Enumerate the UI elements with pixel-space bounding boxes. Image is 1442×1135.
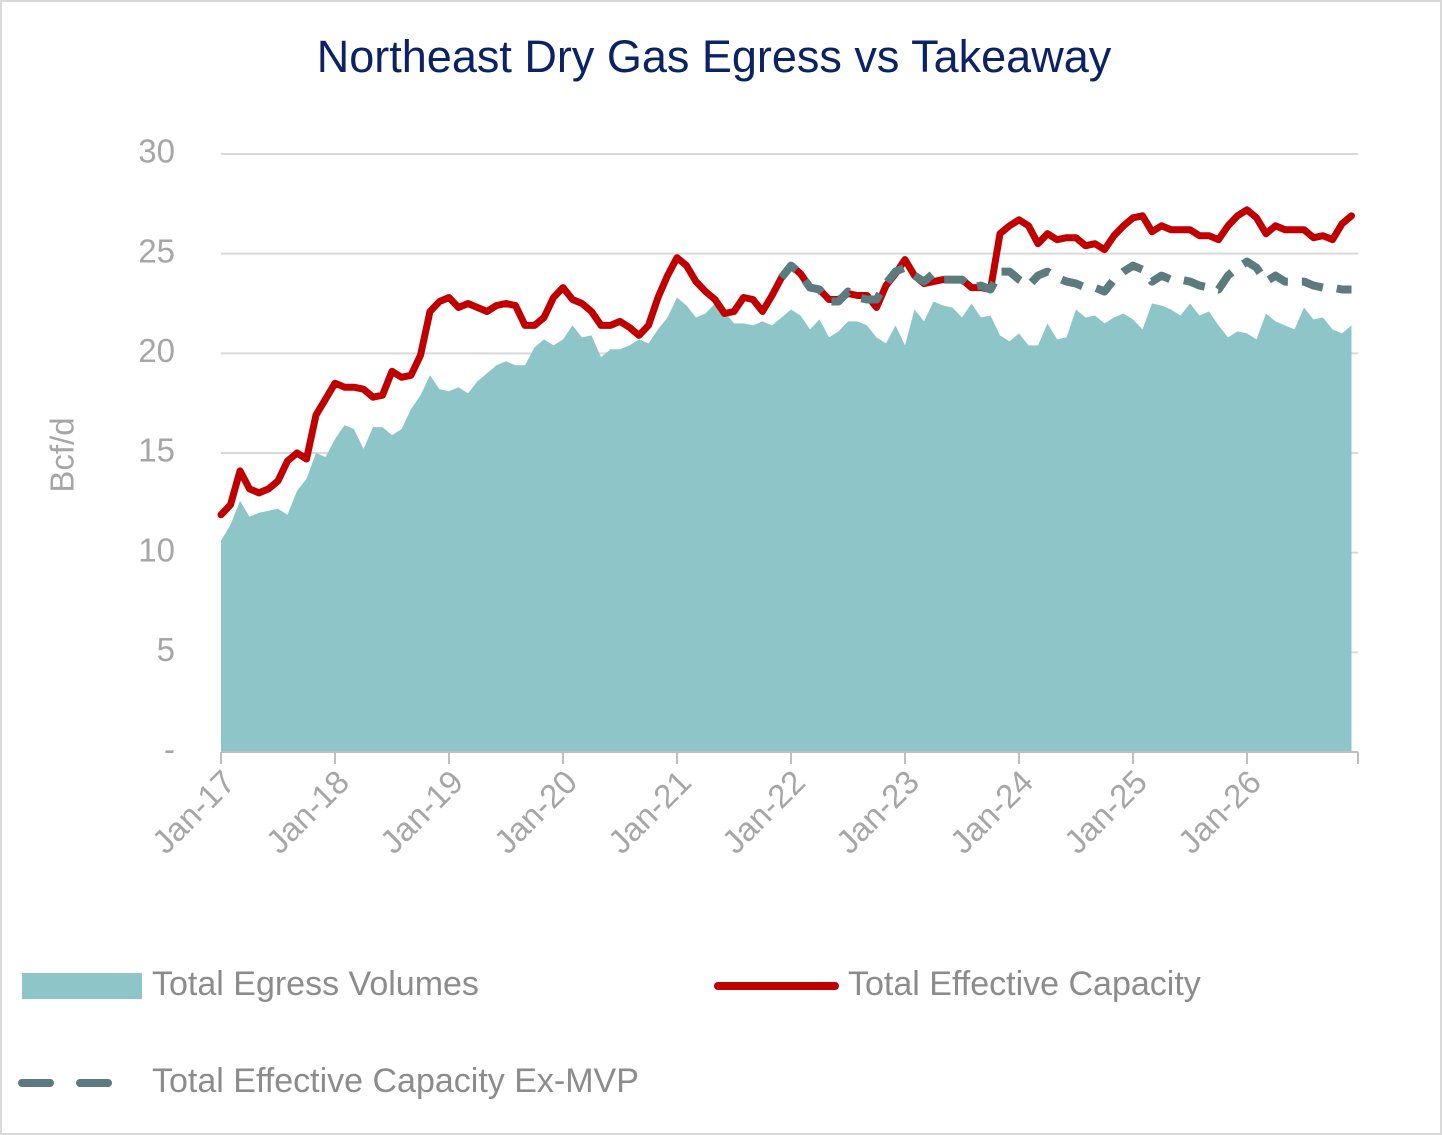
y-tick-label: 10 xyxy=(138,531,175,568)
y-tick-label: 20 xyxy=(138,332,175,369)
legend-label: Total Egress Volumes xyxy=(152,965,479,1003)
chart-title: Northeast Dry Gas Egress vs Takeaway xyxy=(317,31,1112,82)
line xyxy=(778,257,1352,306)
area xyxy=(221,297,1352,752)
legend-label: Total Effective Capacity xyxy=(848,965,1201,1003)
y-axis-label: Bcf/d xyxy=(44,417,81,492)
y-tick-label: - xyxy=(164,731,175,768)
y-tick-label: 15 xyxy=(138,432,175,469)
y-tick-label: 25 xyxy=(138,232,175,269)
y-tick-label: 5 xyxy=(157,631,175,668)
legend-swatch xyxy=(22,973,142,999)
legend-label: Total Effective Capacity Ex-MVP xyxy=(152,1062,639,1100)
y-tick-label: 30 xyxy=(138,133,175,170)
